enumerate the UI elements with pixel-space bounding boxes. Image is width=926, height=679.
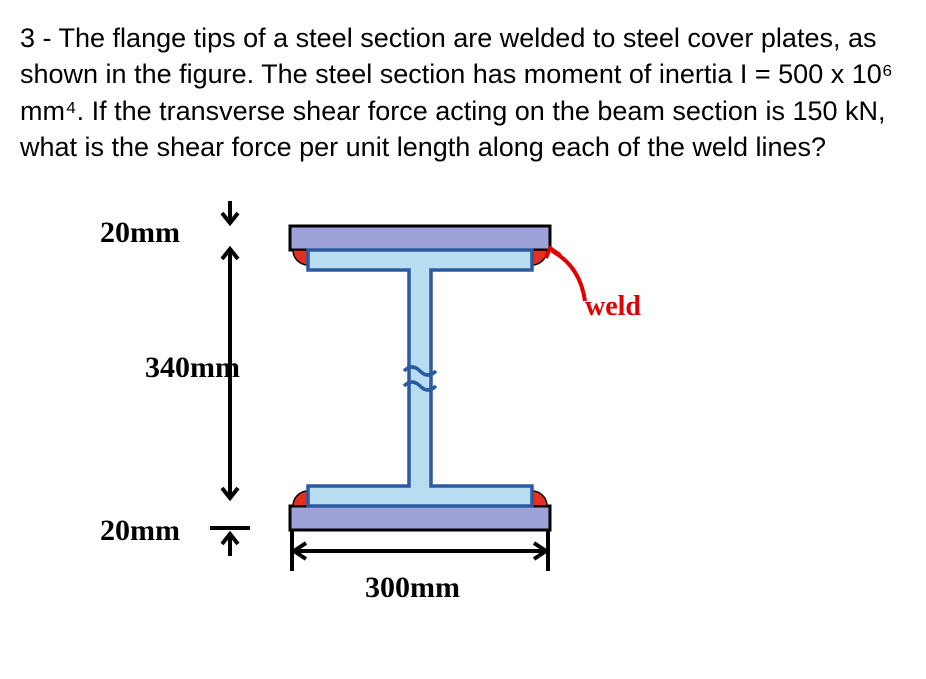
figure: 20mm 340mm 20mm weld [90,196,690,646]
bottom-cover-plate [290,506,550,530]
dim-top-plate: 20mm [100,216,180,250]
weld-bottom-right [532,491,547,506]
weld-bottom-left [293,491,308,506]
top-cover-plate [290,226,550,250]
weld-label: weld [585,291,641,323]
dim-bottom-plate: 20mm [100,514,180,548]
dim-plate-width: 300mm [365,571,460,605]
dim-ibeam-height: 340mm [145,351,240,385]
problem-statement: 3 - The flange tips of a steel section a… [20,20,906,166]
i-beam [308,250,532,506]
weld-top-left [293,250,308,265]
